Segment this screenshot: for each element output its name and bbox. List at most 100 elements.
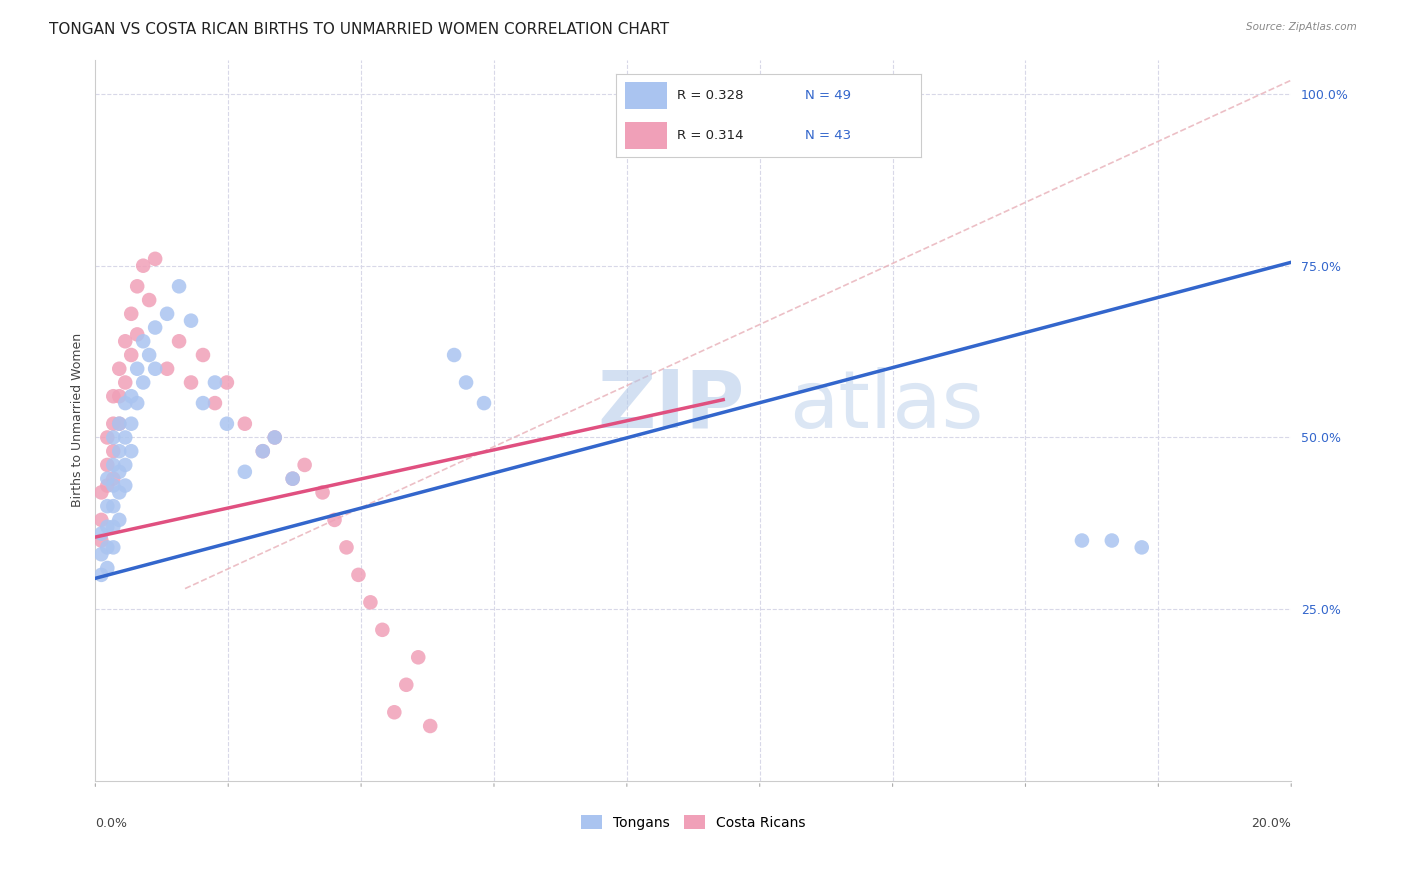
- Point: [90, 533, 112, 548]
- Point: [311, 485, 333, 500]
- Point: [406, 650, 429, 665]
- Point: [90, 567, 112, 582]
- Point: [263, 430, 285, 444]
- Point: [96, 430, 118, 444]
- Point: [108, 465, 131, 479]
- Point: [143, 252, 166, 266]
- Point: [1101, 533, 1123, 548]
- Point: [156, 307, 179, 321]
- Point: [103, 430, 125, 444]
- Text: ZIP: ZIP: [598, 367, 745, 445]
- Point: [96, 499, 118, 513]
- Point: [382, 705, 405, 719]
- Point: [281, 472, 304, 486]
- Point: [114, 430, 136, 444]
- Point: [108, 361, 131, 376]
- Point: [233, 417, 256, 431]
- Point: [108, 444, 131, 458]
- Point: [114, 458, 136, 472]
- Point: [1130, 541, 1153, 555]
- Point: [204, 396, 226, 410]
- Text: TONGAN VS COSTA RICAN BIRTHS TO UNMARRIED WOMEN CORRELATION CHART: TONGAN VS COSTA RICAN BIRTHS TO UNMARRIE…: [49, 22, 669, 37]
- Point: [156, 361, 179, 376]
- Point: [371, 623, 394, 637]
- Point: [103, 458, 125, 472]
- Point: [252, 444, 274, 458]
- Point: [138, 293, 160, 307]
- Point: [419, 719, 441, 733]
- Point: [108, 389, 131, 403]
- Point: [191, 396, 214, 410]
- Point: [443, 348, 465, 362]
- Point: [96, 520, 118, 534]
- Point: [191, 348, 214, 362]
- Text: atlas: atlas: [789, 367, 983, 445]
- Point: [108, 417, 131, 431]
- Point: [114, 396, 136, 410]
- Point: [167, 334, 190, 349]
- Point: [90, 485, 112, 500]
- Point: [103, 478, 125, 492]
- Point: [120, 389, 142, 403]
- Point: [103, 417, 125, 431]
- Point: [472, 396, 495, 410]
- Point: [347, 567, 370, 582]
- Point: [143, 320, 166, 334]
- Point: [120, 307, 142, 321]
- Point: [103, 444, 125, 458]
- Point: [132, 334, 155, 349]
- Text: Source: ZipAtlas.com: Source: ZipAtlas.com: [1246, 22, 1357, 32]
- Legend: Tongans, Costa Ricans: Tongans, Costa Ricans: [575, 809, 811, 835]
- Point: [263, 430, 285, 444]
- Point: [1071, 533, 1094, 548]
- Point: [323, 513, 346, 527]
- Point: [215, 376, 238, 390]
- Point: [108, 417, 131, 431]
- Point: [127, 396, 149, 410]
- Point: [96, 561, 118, 575]
- Point: [108, 485, 131, 500]
- Point: [215, 417, 238, 431]
- Point: [96, 472, 118, 486]
- Point: [138, 348, 160, 362]
- Point: [90, 513, 112, 527]
- Point: [132, 376, 155, 390]
- Point: [335, 541, 357, 555]
- Point: [294, 458, 316, 472]
- Point: [90, 547, 112, 561]
- Point: [96, 458, 118, 472]
- Point: [120, 417, 142, 431]
- Point: [180, 376, 202, 390]
- Point: [252, 444, 274, 458]
- Point: [281, 472, 304, 486]
- Point: [103, 520, 125, 534]
- Y-axis label: Births to Unmarried Women: Births to Unmarried Women: [72, 334, 84, 508]
- Point: [454, 376, 477, 390]
- Point: [108, 513, 131, 527]
- Point: [120, 444, 142, 458]
- Point: [114, 478, 136, 492]
- Point: [103, 389, 125, 403]
- Text: 0.0%: 0.0%: [96, 817, 128, 830]
- Text: 20.0%: 20.0%: [1251, 817, 1291, 830]
- Point: [90, 526, 112, 541]
- Point: [127, 279, 149, 293]
- Point: [96, 541, 118, 555]
- Point: [127, 361, 149, 376]
- Point: [127, 327, 149, 342]
- Point: [120, 348, 142, 362]
- Point: [233, 465, 256, 479]
- Point: [114, 376, 136, 390]
- Point: [395, 678, 418, 692]
- Point: [143, 361, 166, 376]
- Point: [167, 279, 190, 293]
- Point: [103, 472, 125, 486]
- Point: [114, 334, 136, 349]
- Point: [103, 499, 125, 513]
- Point: [204, 376, 226, 390]
- Point: [359, 595, 381, 609]
- Point: [103, 541, 125, 555]
- Point: [180, 313, 202, 327]
- Point: [96, 478, 118, 492]
- Point: [132, 259, 155, 273]
